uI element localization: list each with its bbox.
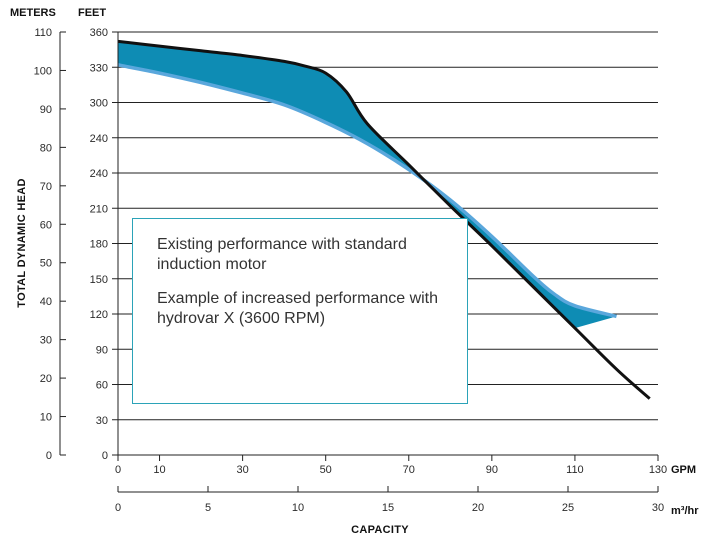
feet-tick-label: 210: [90, 203, 108, 215]
axis-unit-labels: METERS FEET: [10, 7, 106, 19]
feet-tick-label: 300: [90, 98, 108, 110]
series-line-existing: [117, 63, 617, 319]
m3hr-tick-label: 30: [652, 502, 664, 514]
axes: 0306090120150180210240240300330360010203…: [34, 27, 668, 514]
gpm-tick-label: 50: [320, 464, 332, 476]
meters-tick-label: 100: [34, 65, 52, 77]
m3hr-tick-label: 20: [472, 502, 484, 514]
meters-tick-label: 10: [40, 412, 52, 424]
gpm-tick-label: 30: [236, 464, 248, 476]
feet-tick-label: 180: [90, 239, 108, 251]
gpm-unit-label: GPM: [671, 464, 696, 476]
legend-item-existing: Existing performance with standard induc…: [157, 235, 457, 275]
meters-unit-label: METERS: [10, 7, 56, 19]
legend-item-hydrovar: Example of increased performance with hy…: [157, 289, 457, 329]
series-line-hydrovar: [117, 39, 651, 400]
legend: Existing performance with standard induc…: [132, 218, 468, 404]
feet-tick-label: 120: [90, 309, 108, 321]
meters-tick-label: 30: [40, 335, 52, 347]
m3hr-tick-label: 5: [205, 502, 211, 514]
feet-tick-label: 90: [96, 344, 108, 356]
m3hr-unit-label: m³/hr: [671, 505, 699, 517]
gpm-tick-label: 70: [403, 464, 415, 476]
meters-tick-label: 90: [40, 104, 52, 116]
feet-tick-label: 240: [90, 133, 108, 145]
feet-tick-label: 30: [96, 415, 108, 427]
meters-tick-label: 110: [34, 27, 52, 39]
feet-unit-label: FEET: [78, 7, 106, 19]
meters-tick-label: 20: [40, 373, 52, 385]
curves: [117, 39, 651, 400]
gpm-tick-label: 110: [566, 464, 584, 476]
gpm-tick-label: 90: [486, 464, 498, 476]
performance-gain-area: [118, 41, 617, 329]
feet-tick-label: 0: [102, 450, 108, 462]
gpm-tick-label: 0: [115, 464, 121, 476]
meters-tick-label: 0: [46, 450, 52, 462]
feet-tick-label: 60: [96, 380, 108, 392]
meters-tick-label: 40: [40, 296, 52, 308]
y-axis-title: TOTAL DYNAMIC HEAD: [16, 178, 28, 307]
meters-tick-label: 80: [40, 142, 52, 154]
meters-tick-label: 60: [40, 219, 52, 231]
legend-label-hydrovar: Example of increased performance with hy…: [157, 290, 439, 327]
m3hr-tick-label: 0: [115, 502, 121, 514]
feet-tick-label: 150: [90, 274, 108, 286]
feet-tick-label: 360: [90, 27, 108, 39]
performance-gain-fill: [118, 41, 617, 329]
gpm-tick-label: 10: [153, 464, 165, 476]
feet-tick-label: 240: [90, 168, 108, 180]
m3hr-tick-label: 10: [292, 502, 304, 514]
legend-label-existing: Existing performance with standard induc…: [157, 236, 407, 273]
gpm-tick-label: 130: [649, 464, 667, 476]
meters-tick-label: 50: [40, 258, 52, 270]
feet-tick-label: 330: [90, 62, 108, 74]
x-axis-title: CAPACITY: [351, 524, 409, 536]
meters-tick-label: 70: [40, 181, 52, 193]
m3hr-tick-label: 15: [382, 502, 394, 514]
m3hr-tick-label: 25: [562, 502, 574, 514]
